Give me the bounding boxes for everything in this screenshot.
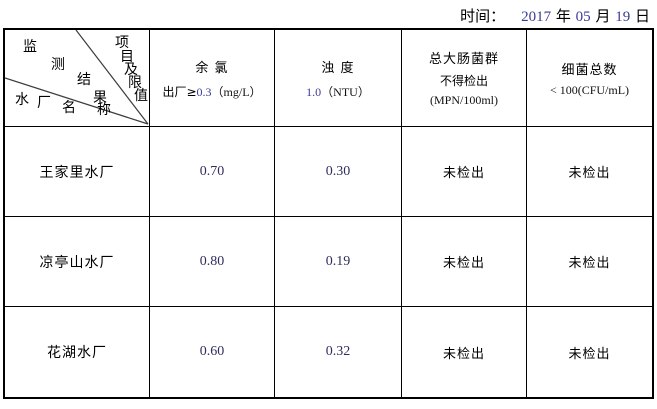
turbidity-value: 0.32 [325, 344, 351, 359]
chlorine-value: 0.70 [199, 163, 225, 179]
bacteria-result: 未检出 [568, 166, 611, 181]
limit-prefix: 出厂≥ [162, 84, 197, 99]
column-limit: 出厂≥0.3（mg/L） [162, 83, 261, 100]
water-quality-table: 监 测 结 果 项 目 及 限 值 水 厂 名 称 余 氯 出厂≥0.3（mg/… [3, 28, 654, 399]
turbidity-value: 0.30 [325, 163, 351, 179]
limit-unit: （NTU） [321, 84, 370, 99]
value-cell: 0.32 [275, 307, 402, 397]
corner-char: 称 [97, 102, 111, 118]
date-label: 时间： [460, 7, 506, 25]
column-header-residual-chlorine: 余 氯 出厂≥0.3（mg/L） [150, 30, 275, 127]
value-cell: 未检出 [527, 127, 652, 217]
report-date: 时间： 2017 年 05 月 19 日 [460, 5, 650, 26]
plant-name: 王家里水厂 [39, 164, 115, 181]
corner-char: 项 [115, 35, 129, 51]
value-cell: 未检出 [527, 217, 652, 307]
coliform-result: 未检出 [442, 256, 485, 271]
date-year: 2017 [521, 9, 552, 25]
corner-char: 监 [23, 39, 37, 55]
limit-value: 1.0 [306, 84, 322, 99]
corner-char: 名 [62, 100, 76, 116]
bacteria-result: 未检出 [568, 346, 611, 362]
value-cell: 0.80 [150, 217, 275, 307]
corner-char: 及 [124, 62, 138, 78]
column-limit: 1.0（NTU） [306, 83, 370, 100]
column-limit: 不得检出 [439, 74, 488, 88]
limit-unit: （mg/L） [211, 84, 262, 99]
date-month-suffix: 月 [590, 7, 616, 25]
value-cell: 未检出 [402, 217, 527, 307]
plant-name-cell: 王家里水厂 [5, 127, 150, 217]
value-cell: 未检出 [402, 127, 527, 217]
corner-header-cell: 监 测 结 果 项 目 及 限 值 水 厂 名 称 [5, 30, 150, 127]
corner-char: 目 [120, 49, 134, 65]
diagonal-lines [5, 30, 149, 125]
date-year-suffix: 年 [551, 7, 576, 25]
value-cell: 未检出 [402, 307, 527, 397]
corner-char: 结 [77, 72, 91, 88]
value-cell: 未检出 [527, 307, 652, 397]
value-cell: 0.60 [150, 307, 275, 397]
date-day-suffix: 日 [630, 7, 650, 25]
column-title: 总大肠菌群 [428, 52, 499, 67]
corner-char: 限 [128, 75, 142, 91]
bacteria-result: 未检出 [568, 256, 611, 271]
column-title: 余 氯 [195, 60, 229, 76]
value-cell: 0.70 [150, 127, 275, 217]
turbidity-value: 0.19 [325, 253, 351, 269]
plant-name-cell: 凉亭山水厂 [5, 217, 150, 307]
corner-char: 厂 [37, 95, 51, 111]
plant-name: 花湖水厂 [47, 345, 107, 361]
chlorine-value: 0.60 [199, 344, 225, 359]
column-title: 细菌总数 [561, 62, 618, 78]
corner-char: 果 [93, 90, 107, 106]
corner-char: 水 [15, 92, 29, 108]
plant-name-cell: 花湖水厂 [5, 307, 150, 397]
column-header-bacteria: 细菌总数 < 100(CFU/mL) [527, 30, 652, 127]
column-header-turbidity: 浊 度 1.0（NTU） [275, 30, 402, 127]
coliform-result: 未检出 [442, 166, 485, 181]
plant-name: 凉亭山水厂 [39, 254, 115, 271]
limit-value: 0.3 [196, 84, 212, 99]
corner-char: 值 [134, 88, 148, 104]
corner-char: 测 [51, 57, 65, 73]
column-title: 浊 度 [321, 60, 355, 76]
value-cell: 0.19 [275, 217, 402, 307]
coliform-result: 未检出 [442, 346, 485, 362]
date-day: 19 [615, 9, 631, 25]
date-month: 05 [575, 9, 591, 25]
column-header-coliform: 总大肠菌群 不得检出 (MPN/100ml) [402, 30, 527, 127]
column-limit: < 100(CFU/mL) [549, 82, 630, 97]
value-cell: 0.30 [275, 127, 402, 217]
chlorine-value: 0.80 [199, 253, 225, 269]
column-unit: (MPN/100ml) [429, 93, 498, 107]
